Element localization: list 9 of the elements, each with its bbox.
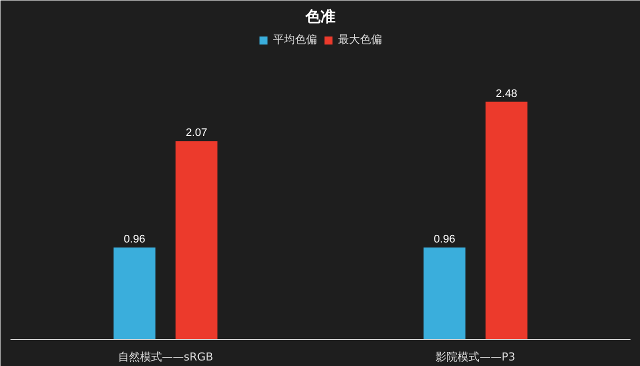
data-label: 0.96 bbox=[434, 233, 456, 246]
data-label: 2.48 bbox=[496, 88, 518, 100]
x-tick-label: 影院模式——P3 bbox=[436, 350, 516, 364]
legend-label: 平均色偏 bbox=[273, 33, 317, 47]
legend-label: 最大色偏 bbox=[338, 33, 382, 47]
chart-title: 色准 bbox=[304, 8, 336, 26]
data-label: 2.07 bbox=[186, 127, 208, 140]
x-tick-label: 自然模式——sRGB bbox=[118, 350, 214, 364]
data-label: 0.96 bbox=[124, 233, 146, 246]
